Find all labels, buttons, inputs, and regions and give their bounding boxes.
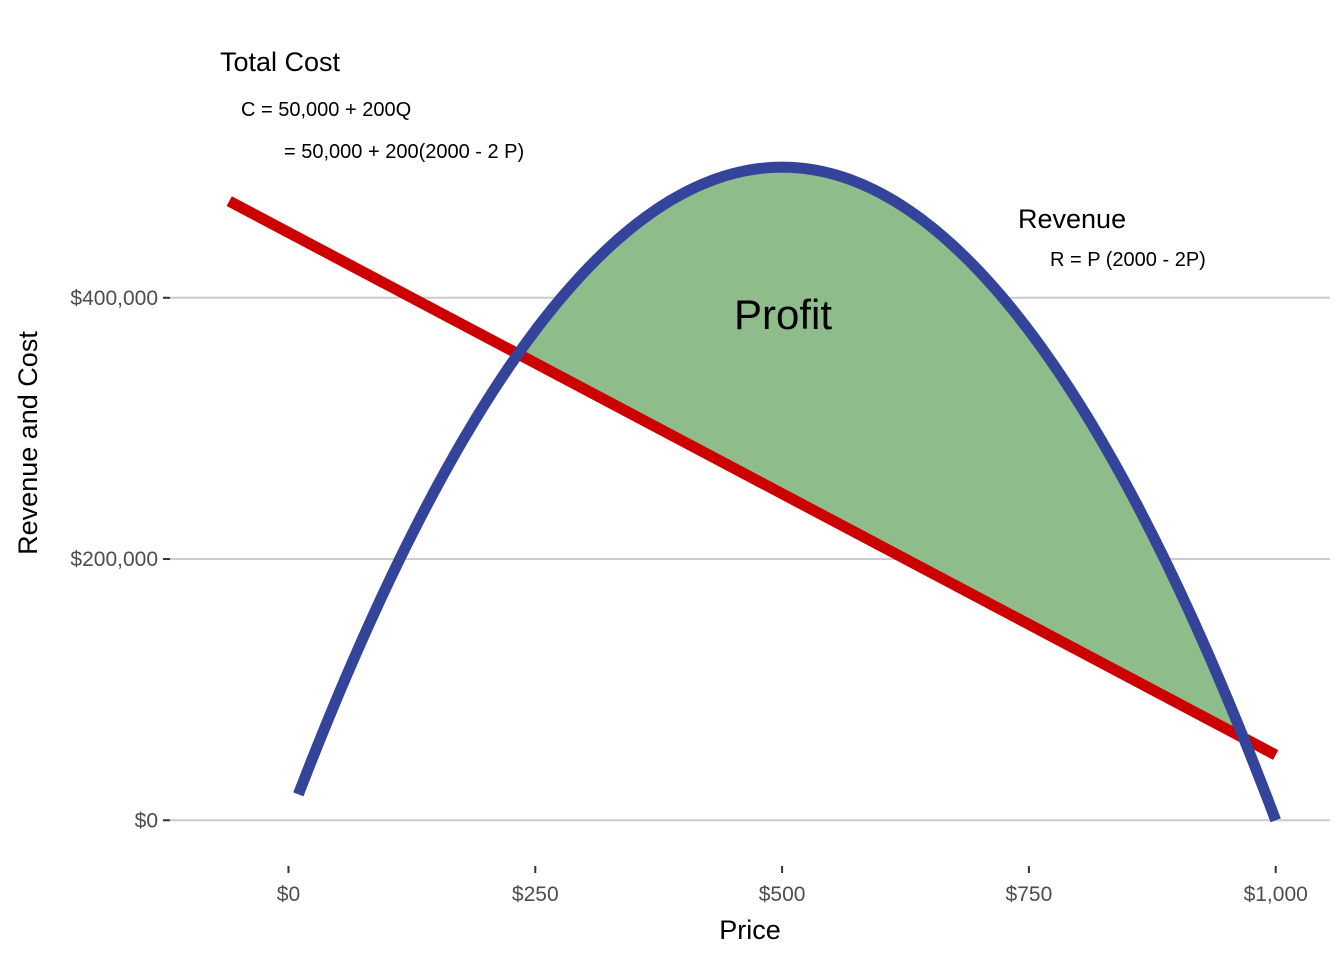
revenue-annotation-equation: R = P (2000 - 2P) — [1050, 249, 1206, 271]
total-cost-line — [226, 196, 1279, 760]
x-tick-label: $750 — [1006, 883, 1053, 906]
x-axis-title: Price — [719, 915, 781, 945]
y-axis-title: Revenue and Cost — [13, 331, 43, 555]
x-tick-label: $250 — [512, 883, 559, 906]
cost-annotation-equation-2: = 50,000 + 200(2000 - 2 P) — [284, 141, 524, 163]
y-axis: $0 $200,000 $400,000 — [70, 287, 170, 832]
y-tick-label: $0 — [135, 809, 158, 832]
y-tick-label: $400,000 — [70, 287, 158, 310]
x-tick-label: $500 — [759, 883, 806, 906]
profit-label: Profit — [734, 291, 832, 338]
x-axis: $0 $250 $500 $750 $1,000 — [277, 866, 1308, 906]
y-tick-label: $200,000 — [70, 548, 158, 571]
profit-region-layer — [519, 167, 1242, 738]
revenue-annotation: Revenue R = P (2000 - 2P) — [1018, 204, 1206, 271]
revenue-curve — [293, 161, 1281, 823]
cost-annotation-equation-1: C = 50,000 + 200Q — [241, 99, 411, 121]
cost-annotation-title: Total Cost — [220, 47, 341, 77]
x-tick-label: $1,000 — [1244, 883, 1308, 906]
profit-region — [519, 167, 1242, 738]
revenue-annotation-title: Revenue — [1018, 204, 1126, 234]
x-tick-label: $0 — [277, 883, 300, 906]
cost-annotation: Total Cost C = 50,000 + 200Q = 50,000 + … — [220, 47, 524, 163]
series-layer — [226, 161, 1281, 823]
